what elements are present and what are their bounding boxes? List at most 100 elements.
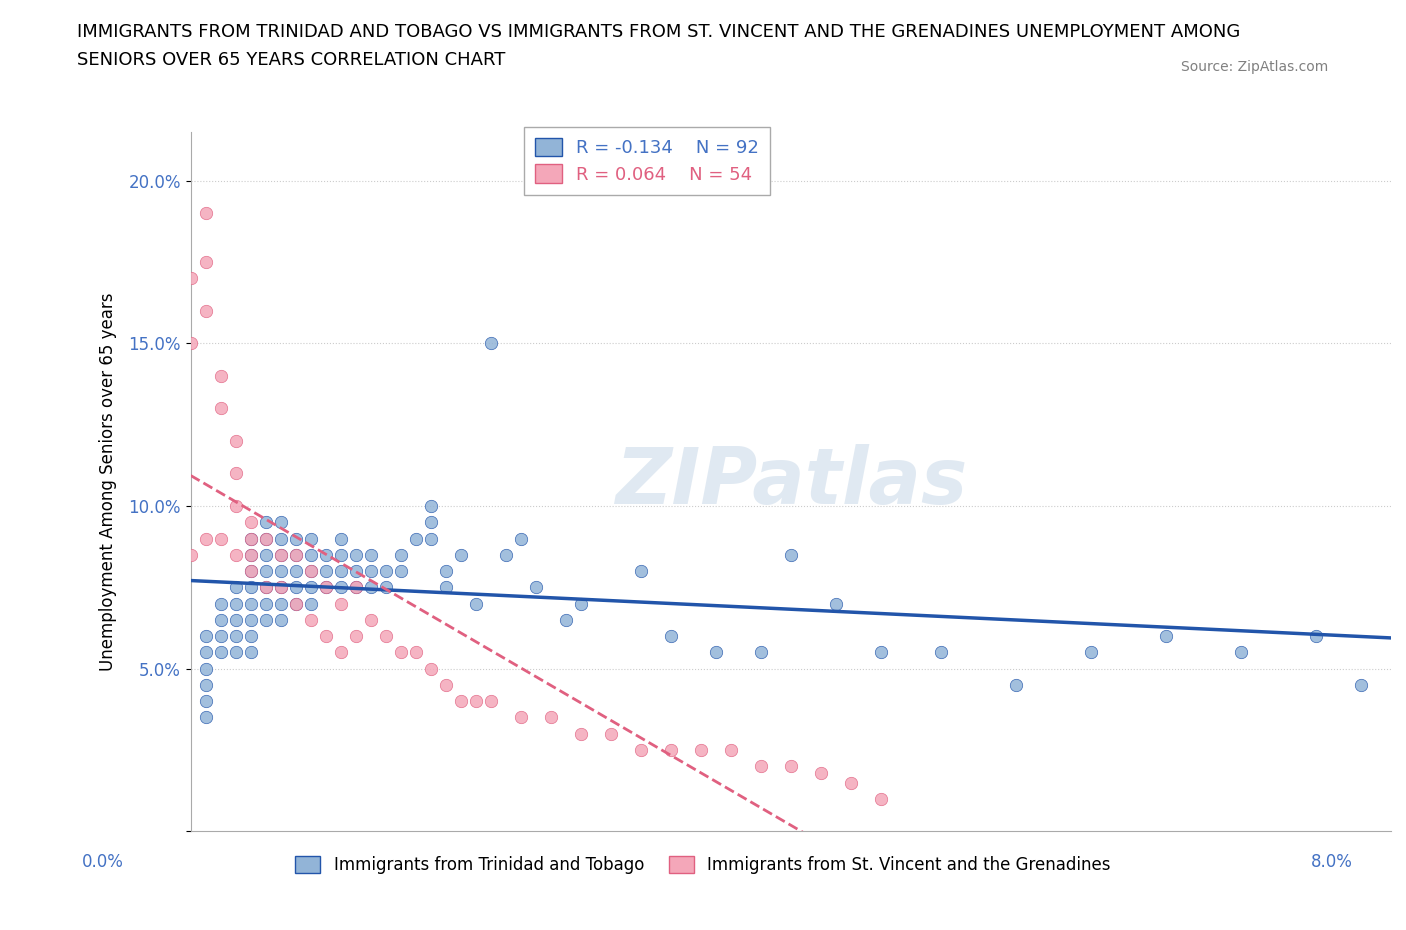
Point bbox=[225, 596, 247, 611]
Point bbox=[360, 580, 382, 595]
Point bbox=[329, 531, 352, 546]
Point bbox=[284, 596, 307, 611]
Point bbox=[254, 596, 277, 611]
Point bbox=[344, 580, 367, 595]
Point bbox=[569, 726, 592, 741]
Point bbox=[194, 303, 217, 318]
Point bbox=[524, 580, 547, 595]
Point bbox=[180, 548, 202, 563]
Point bbox=[389, 548, 412, 563]
Point bbox=[299, 548, 322, 563]
Point bbox=[239, 629, 262, 644]
Point bbox=[419, 661, 441, 676]
Point bbox=[554, 613, 576, 628]
Point bbox=[1305, 629, 1327, 644]
Point bbox=[450, 694, 472, 709]
Point bbox=[270, 515, 292, 530]
Point bbox=[495, 548, 517, 563]
Point bbox=[239, 548, 262, 563]
Text: Source: ZipAtlas.com: Source: ZipAtlas.com bbox=[1181, 60, 1329, 74]
Point bbox=[509, 710, 531, 724]
Point bbox=[374, 580, 396, 595]
Point bbox=[284, 564, 307, 578]
Point bbox=[344, 629, 367, 644]
Point bbox=[749, 644, 772, 659]
Point bbox=[329, 548, 352, 563]
Legend: Immigrants from Trinidad and Tobago, Immigrants from St. Vincent and the Grenadi: Immigrants from Trinidad and Tobago, Imm… bbox=[285, 846, 1121, 884]
Point bbox=[299, 564, 322, 578]
Point bbox=[315, 580, 337, 595]
Point bbox=[704, 644, 727, 659]
Point bbox=[374, 629, 396, 644]
Point bbox=[225, 433, 247, 448]
Point bbox=[209, 368, 232, 383]
Point bbox=[839, 775, 862, 790]
Point bbox=[254, 515, 277, 530]
Point bbox=[329, 580, 352, 595]
Point bbox=[225, 629, 247, 644]
Point bbox=[194, 710, 217, 724]
Text: 0.0%: 0.0% bbox=[82, 853, 124, 870]
Point bbox=[194, 677, 217, 692]
Point bbox=[254, 531, 277, 546]
Point bbox=[239, 596, 262, 611]
Point bbox=[299, 531, 322, 546]
Point bbox=[225, 548, 247, 563]
Point bbox=[225, 498, 247, 513]
Point bbox=[434, 580, 457, 595]
Point bbox=[419, 515, 441, 530]
Point bbox=[194, 255, 217, 270]
Y-axis label: Unemployment Among Seniors over 65 years: Unemployment Among Seniors over 65 years bbox=[100, 292, 117, 671]
Point bbox=[209, 531, 232, 546]
Point bbox=[194, 206, 217, 220]
Point bbox=[270, 613, 292, 628]
Point bbox=[929, 644, 952, 659]
Point bbox=[540, 710, 562, 724]
Point bbox=[1230, 644, 1253, 659]
Point bbox=[509, 531, 531, 546]
Point bbox=[225, 466, 247, 481]
Point bbox=[870, 644, 893, 659]
Point bbox=[1350, 677, 1372, 692]
Point bbox=[239, 564, 262, 578]
Point bbox=[284, 548, 307, 563]
Point bbox=[194, 531, 217, 546]
Point bbox=[194, 661, 217, 676]
Point bbox=[389, 644, 412, 659]
Point bbox=[405, 531, 427, 546]
Point bbox=[239, 548, 262, 563]
Point bbox=[194, 694, 217, 709]
Point bbox=[1005, 677, 1028, 692]
Legend: R = -0.134    N = 92, R = 0.064    N = 54: R = -0.134 N = 92, R = 0.064 N = 54 bbox=[524, 126, 770, 194]
Point bbox=[315, 580, 337, 595]
Point bbox=[360, 613, 382, 628]
Point bbox=[659, 629, 682, 644]
Point bbox=[209, 629, 232, 644]
Point bbox=[329, 644, 352, 659]
Point bbox=[270, 580, 292, 595]
Point bbox=[299, 580, 322, 595]
Point bbox=[239, 531, 262, 546]
Point bbox=[419, 498, 441, 513]
Point bbox=[749, 759, 772, 774]
Point bbox=[254, 548, 277, 563]
Point bbox=[225, 644, 247, 659]
Point bbox=[824, 596, 846, 611]
Text: 8.0%: 8.0% bbox=[1310, 853, 1353, 870]
Point bbox=[270, 548, 292, 563]
Point bbox=[315, 629, 337, 644]
Point bbox=[209, 644, 232, 659]
Point bbox=[254, 580, 277, 595]
Point bbox=[239, 515, 262, 530]
Point bbox=[569, 596, 592, 611]
Point bbox=[284, 580, 307, 595]
Point bbox=[254, 613, 277, 628]
Point bbox=[180, 336, 202, 351]
Point bbox=[270, 548, 292, 563]
Point bbox=[194, 644, 217, 659]
Point bbox=[225, 613, 247, 628]
Point bbox=[434, 677, 457, 692]
Point bbox=[315, 564, 337, 578]
Point bbox=[779, 548, 801, 563]
Point bbox=[689, 742, 711, 757]
